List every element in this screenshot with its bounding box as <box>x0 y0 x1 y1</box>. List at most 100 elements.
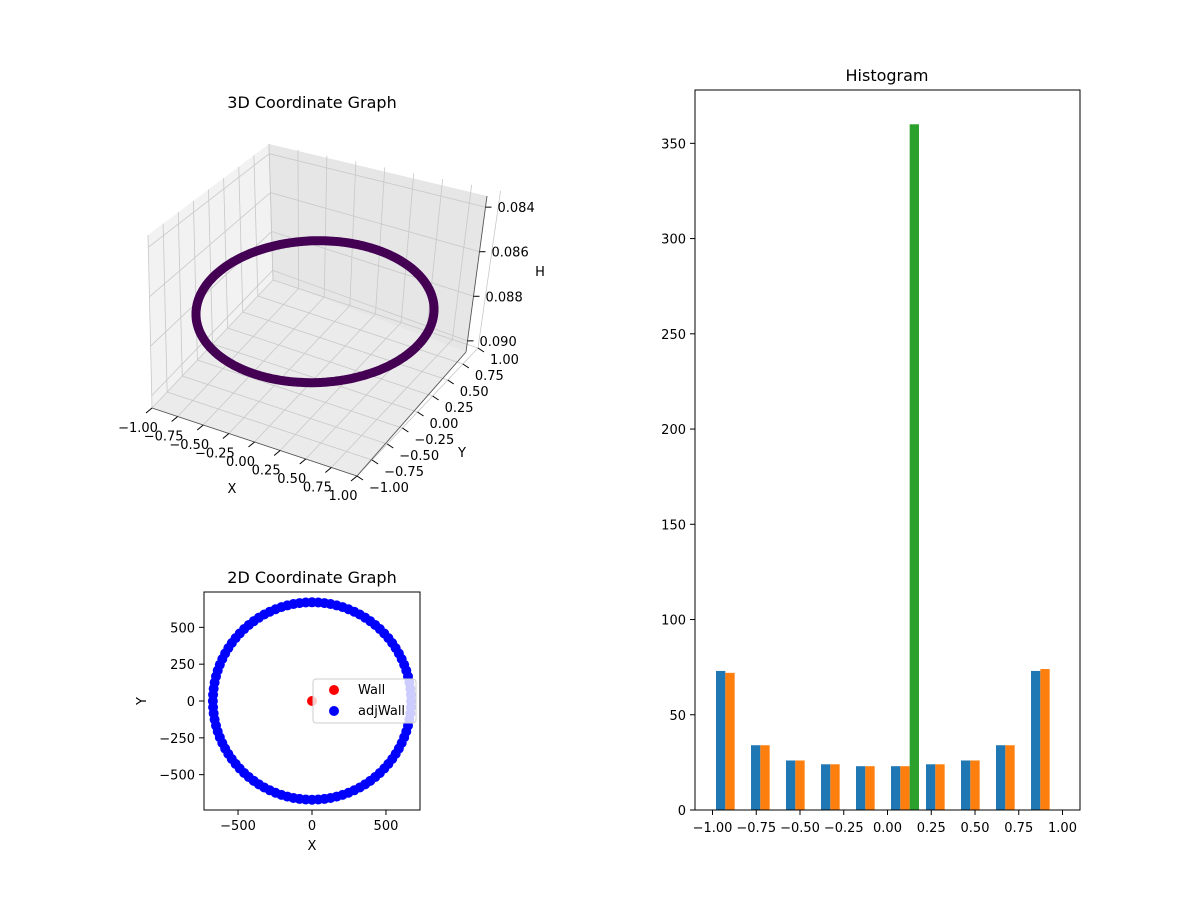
y3d-tick-label: 0.75 <box>475 369 504 384</box>
histogram-bar <box>891 766 901 810</box>
xhist-tick-label: 1.00 <box>1048 821 1077 836</box>
x2d-tick-label: 500 <box>374 819 399 834</box>
histogram-bar <box>821 764 831 810</box>
legend-wall-label: Wall <box>358 683 385 698</box>
histogram-bar <box>970 760 980 810</box>
y3d-tick-label: 0.25 <box>445 401 474 416</box>
ticks-3d: −1.00−0.75−0.50−0.250.000.250.500.751.00… <box>118 201 535 504</box>
y3d-tick-label: 0.50 <box>460 385 489 400</box>
x3d-tick-label: 0.50 <box>277 472 306 487</box>
z3d-tick-label: 0.090 <box>480 335 517 350</box>
yhist-tick-label: 50 <box>669 709 686 724</box>
y3d-tick-mark <box>432 395 439 401</box>
yhist-tick-label: 200 <box>661 423 686 438</box>
x3d-tick-label: 0.75 <box>303 481 332 496</box>
x3d-tick-mark <box>248 441 255 448</box>
grid-back-vertical-line <box>477 190 501 349</box>
legend-adjwall-marker <box>329 706 339 716</box>
y2d-tick-label: −250 <box>159 732 195 747</box>
histogram-bar <box>935 764 945 810</box>
grid-left-vertical-line <box>238 166 244 313</box>
chart-2d-title: 2D Coordinate Graph <box>227 568 396 587</box>
grid-floor-x-line <box>331 339 453 468</box>
x3d-tick-label: −0.25 <box>195 447 235 462</box>
histogram-bar <box>1031 670 1041 810</box>
yhist-tick-label: 300 <box>661 233 686 248</box>
x3d-tick-mark <box>145 407 153 414</box>
histogram-title: Histogram <box>846 66 929 85</box>
grid-floor-y-line <box>272 279 479 349</box>
grid-z-line <box>151 269 468 396</box>
grid-back-vertical-line <box>349 161 357 306</box>
xhist-tick-label: −0.25 <box>824 821 864 836</box>
x3d-tick-mark <box>171 416 178 422</box>
z3d-tick-label: 0.086 <box>492 246 529 261</box>
grid-3d <box>147 143 501 477</box>
axis-3d-z-edge <box>465 195 488 353</box>
grid-floor-y-line <box>212 343 418 413</box>
chart-2d-xlabel: X <box>308 839 317 854</box>
x3d-tick-label: −0.50 <box>169 438 209 453</box>
yhist-tick-label: 250 <box>661 328 686 343</box>
grid-left-vertical-line <box>253 155 259 297</box>
grid-back-vertical-line <box>400 173 415 323</box>
chart-2d: 2D Coordinate Graph −500 0 500 −500 −250 0 250… <box>135 568 421 854</box>
grid-back-vertical-line <box>297 149 300 289</box>
grid-floor-y-line <box>242 311 448 381</box>
xhist-tick-label: 0.50 <box>961 821 990 836</box>
y3d-tick-mark <box>462 363 470 369</box>
x3d-tick-label: 1.00 <box>329 489 358 504</box>
y3d-tick-label: 0.00 <box>430 417 459 432</box>
ring-3d-curve <box>191 236 439 388</box>
grid-z-line <box>148 153 486 248</box>
grid-floor-y-line <box>227 327 433 397</box>
y3d-tick-label: −0.25 <box>414 433 454 448</box>
xhist-tick-label: −0.75 <box>736 821 776 836</box>
chart-3d-title: 3D Coordinate Graph <box>227 93 396 112</box>
x3d-tick-mark <box>196 424 204 431</box>
histogram-bar <box>856 766 866 810</box>
grid-back-vertical-line <box>451 184 473 340</box>
chart-3d-xlabel: X <box>228 482 237 497</box>
y3d-tick-mark <box>447 379 455 385</box>
x3d-tick-mark <box>273 450 281 456</box>
y3d-tick-mark <box>402 427 409 433</box>
x3d-tick-label: 0.00 <box>226 455 255 470</box>
histogram-bar <box>1040 669 1050 810</box>
chart-2d-points <box>207 597 417 805</box>
yhist-tick-label: 0 <box>678 804 686 819</box>
xhist-tick-label: −0.50 <box>780 821 820 836</box>
z3d-tick-label: 0.084 <box>498 201 535 216</box>
legend: Wall adjWall <box>312 678 417 724</box>
y3d-tick-label: 1.00 <box>490 353 519 368</box>
y3d-tick-label: −0.75 <box>384 465 424 480</box>
y3d-tick-mark <box>371 459 379 465</box>
y2d-tick-label: 250 <box>170 658 195 673</box>
histogram-bars <box>716 124 1050 811</box>
grid-z-line <box>149 192 480 298</box>
ticks-histogram: −1.00 −0.75 −0.50 −0.25 0.00 0.25 0.50 0.75 1.00… <box>661 137 1077 836</box>
grid-floor-y-line <box>257 295 464 365</box>
y3d-tick-label: −1.00 <box>369 481 409 496</box>
grid-left-vertical-line <box>147 234 153 409</box>
legend-adjwall-label: adjWall <box>358 704 405 719</box>
grid-floor-x-line <box>279 322 402 451</box>
xhist-tick-label: 0.75 <box>1004 821 1033 836</box>
yhist-tick-label: 150 <box>661 518 686 533</box>
chart-3d-zlabel: H <box>535 265 545 280</box>
z3d-tick-label: 0.088 <box>486 290 523 305</box>
histogram-bar <box>786 760 796 810</box>
x3d-tick-label: −0.75 <box>144 430 184 445</box>
histogram-bar <box>865 766 875 810</box>
histogram-bar <box>751 745 761 810</box>
histogram-bar <box>900 766 910 810</box>
histogram-bar <box>909 124 919 811</box>
y3d-tick-mark <box>356 475 364 481</box>
y2d-tick-label: 500 <box>170 621 195 636</box>
y3d-tick-mark <box>386 443 394 449</box>
x3d-tick-mark <box>222 433 230 439</box>
ticks-2d: −500 0 500 −500 −250 0 250 500 <box>159 621 398 834</box>
y2d-tick-label: 0 <box>187 695 195 710</box>
grid-back-vertical-line <box>323 155 328 298</box>
y3d-tick-label: −0.50 <box>399 449 439 464</box>
